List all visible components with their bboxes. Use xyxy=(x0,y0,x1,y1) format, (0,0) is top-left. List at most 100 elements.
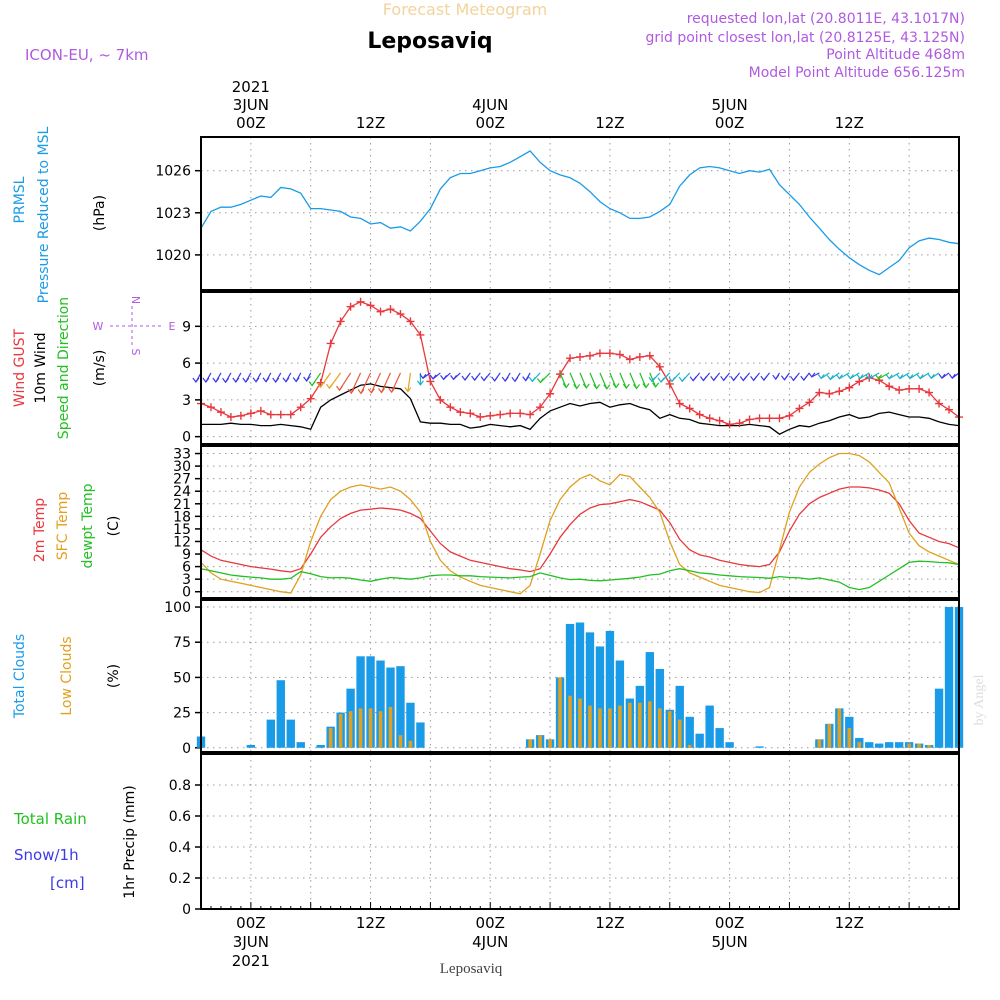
wind-arrow-head xyxy=(242,377,250,383)
wind-gust-label: Wind GUST xyxy=(12,328,28,407)
total-cloud-bar xyxy=(934,688,944,748)
wind-arrow-head xyxy=(826,374,834,381)
svg-text:S: S xyxy=(129,349,142,356)
y-tick-label: 50 xyxy=(173,670,191,686)
gust-marker xyxy=(625,355,634,364)
gust-marker xyxy=(735,419,744,428)
wind-arrow-head xyxy=(642,383,650,389)
wind-arrow-head xyxy=(699,376,707,382)
wind-arrow-head xyxy=(668,377,676,383)
y-tick-label: 25 xyxy=(173,706,191,722)
low-cloud-bar xyxy=(657,708,662,748)
wind-arrow-head xyxy=(440,375,448,381)
low-cloud-bar xyxy=(598,708,602,748)
wind-arrow-head xyxy=(948,373,956,380)
watermark: by Angel xyxy=(972,674,987,725)
wind-arrow-head xyxy=(622,383,630,390)
gust-marker xyxy=(226,413,235,422)
low-cloud-bar xyxy=(648,701,652,748)
gust-marker xyxy=(356,297,365,306)
wind-arrow-head xyxy=(404,387,412,393)
wind-arrow-head xyxy=(480,376,488,382)
wind-arrow-head xyxy=(938,373,946,380)
total-cloud-bar xyxy=(645,652,655,748)
snow-unit-label: [cm] xyxy=(50,874,85,892)
wind-arrow xyxy=(839,372,850,380)
total-cloud-bar xyxy=(715,728,724,748)
date-label-bottom: 3JUN xyxy=(233,933,269,951)
hour-label-top: 12Z xyxy=(595,114,624,132)
total-cloud-bar xyxy=(705,705,714,748)
wind-arrow-head xyxy=(730,375,738,382)
wind-arrow xyxy=(380,372,392,393)
low-cloud-bar xyxy=(927,744,931,748)
gust-marker xyxy=(815,388,824,397)
wind-arrow-head xyxy=(885,374,893,380)
wind-arrow-head xyxy=(325,383,333,390)
wind-arrow xyxy=(629,372,638,389)
gust-marker xyxy=(615,350,624,359)
wind-arrow-head xyxy=(416,380,424,386)
low-cloud-bar xyxy=(817,739,822,748)
wind-arrow-head xyxy=(501,376,509,383)
wind-arrow-head xyxy=(222,377,230,384)
total-cloud-bar xyxy=(286,719,295,748)
y-tick-label: 0 xyxy=(182,902,191,918)
gust-marker xyxy=(605,349,614,358)
snow-label: Snow/1h xyxy=(14,846,79,864)
wind-arrow-head xyxy=(419,373,427,380)
date-label-bottom: 5JUN xyxy=(712,933,748,951)
model-label: ICON-EU, ~ 7km xyxy=(25,46,149,64)
gust-marker xyxy=(506,409,515,418)
gust-marker xyxy=(446,403,455,412)
y-tick-label: 0.4 xyxy=(169,840,191,856)
gust-marker xyxy=(516,409,525,418)
total-cloud-bar xyxy=(685,716,694,748)
gust-marker xyxy=(266,410,275,419)
low-cloud-bar xyxy=(348,711,353,748)
gust-marker xyxy=(755,414,764,423)
low-cloud-bar xyxy=(408,740,413,748)
gust-marker xyxy=(785,411,794,420)
gust-marker xyxy=(416,330,425,339)
wind-arrow xyxy=(868,372,880,380)
wind-arrow-head xyxy=(875,374,883,380)
wind-arrow xyxy=(878,372,890,380)
prmsl-label: PRMSL xyxy=(12,176,28,223)
total-cloud-bar xyxy=(276,680,285,748)
low-cloud-bar xyxy=(917,743,921,748)
wind-arrow xyxy=(909,372,920,380)
y-tick-label: 0 xyxy=(182,741,191,757)
svg-text:E: E xyxy=(169,320,176,333)
wind-arrow-head xyxy=(357,389,365,395)
y-tick-label: 3 xyxy=(182,572,191,588)
wind-arrow-head xyxy=(808,372,816,378)
low-cloud-bar xyxy=(667,711,672,748)
wind-arrow xyxy=(370,372,382,394)
gust-marker xyxy=(576,352,584,361)
gust-marker xyxy=(406,317,415,326)
gust-marker xyxy=(655,362,664,371)
temp-unit: (C) xyxy=(106,516,122,537)
total-cloud-bar xyxy=(615,660,625,748)
series-line xyxy=(200,560,960,591)
total-clouds-label: Total Clouds xyxy=(12,634,28,719)
gust-marker xyxy=(805,398,814,407)
wind-arrow-head xyxy=(282,377,290,383)
date-label-top: 3JUN xyxy=(233,96,269,114)
hour-label-bottom: 00Z xyxy=(715,914,744,932)
wind-arrow xyxy=(850,372,860,379)
low-cloud-bar xyxy=(528,739,532,748)
wind-arrow-head xyxy=(603,384,611,390)
gust-marker xyxy=(905,384,914,393)
gust-marker xyxy=(236,411,245,420)
gust-marker xyxy=(296,403,305,412)
wind-arrow-head xyxy=(633,384,641,390)
y-tick-label: 0.8 xyxy=(169,778,191,794)
total-cloud-bar xyxy=(406,702,415,748)
wind-arrow-head xyxy=(192,377,200,383)
gust-marker xyxy=(486,411,495,420)
wind-arrow xyxy=(599,372,608,389)
wind-arrow-head xyxy=(272,377,280,383)
wind-arrow-head xyxy=(252,377,260,383)
